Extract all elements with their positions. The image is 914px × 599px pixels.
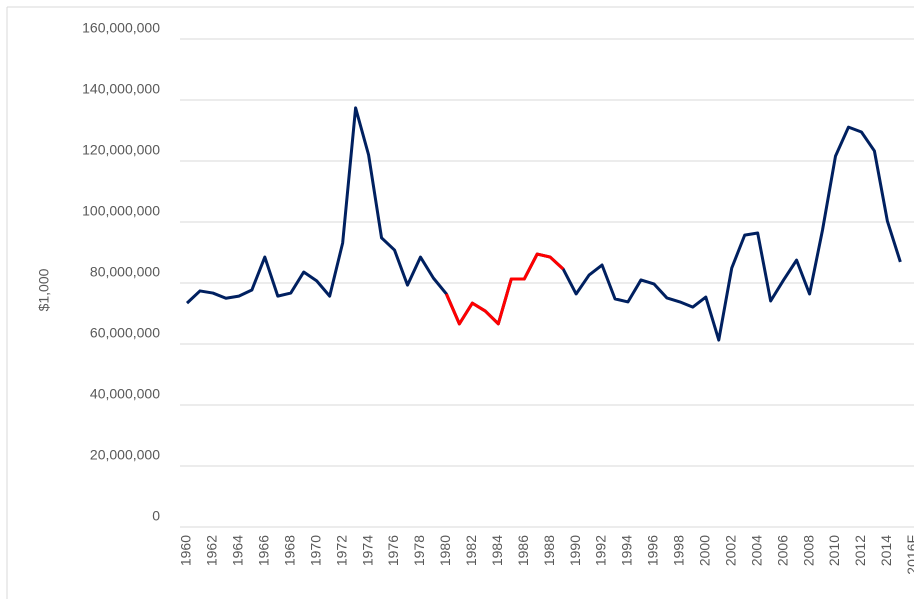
x-tick-label: 1960: [178, 535, 194, 566]
x-tick-label: 1970: [307, 535, 323, 566]
y-tick-label: 160,000,000: [82, 20, 160, 36]
y-tick-label: 0: [152, 508, 160, 524]
x-tick-label: 2008: [800, 535, 816, 566]
x-tick-label: 1992: [593, 535, 609, 566]
x-tick-label: 1990: [567, 535, 583, 566]
y-tick-label: 140,000,000: [82, 81, 160, 97]
x-tick-label: 2006: [774, 535, 790, 566]
x-tick-label: 1986: [515, 535, 531, 566]
x-tick-label: 1972: [333, 535, 349, 566]
y-axis-label: $1,000: [36, 268, 52, 311]
x-tick-label: 1982: [463, 535, 479, 566]
x-tick-label: 1984: [489, 535, 505, 566]
x-tick-label: 1998: [671, 535, 687, 566]
x-tick-label: 1966: [256, 535, 272, 566]
x-tick-label: 2010: [826, 535, 842, 566]
x-tick-label: 1980: [437, 535, 453, 566]
y-tick-label: 80,000,000: [90, 264, 160, 280]
x-tick-label: 1994: [619, 535, 635, 566]
y-tick-label: 120,000,000: [82, 142, 160, 158]
y-tick-label: 60,000,000: [90, 325, 160, 341]
data-line: [445, 252, 565, 326]
data-line: [185, 106, 902, 342]
x-tick-label: 1976: [385, 535, 401, 566]
y-tick-label: 100,000,000: [82, 203, 160, 219]
x-tick-label: 1974: [359, 535, 375, 566]
y-tick-label: 40,000,000: [90, 386, 160, 402]
x-tick-label: 1978: [411, 535, 427, 566]
x-tick-label: 2002: [722, 535, 738, 566]
x-tick-label: 1996: [645, 535, 661, 566]
x-tick-label: 1968: [281, 535, 297, 566]
x-tick-label: 1964: [230, 535, 246, 566]
x-tick-label: 2016F: [904, 535, 914, 575]
x-tick-label: 1988: [541, 535, 557, 566]
x-tick-label: 1962: [204, 535, 220, 566]
x-tick-label: 2014: [878, 535, 894, 566]
x-tick-label: 2004: [748, 535, 764, 566]
y-tick-label: 20,000,000: [90, 447, 160, 463]
x-tick-label: 2012: [852, 535, 868, 566]
x-tick-label: 2000: [697, 535, 713, 566]
